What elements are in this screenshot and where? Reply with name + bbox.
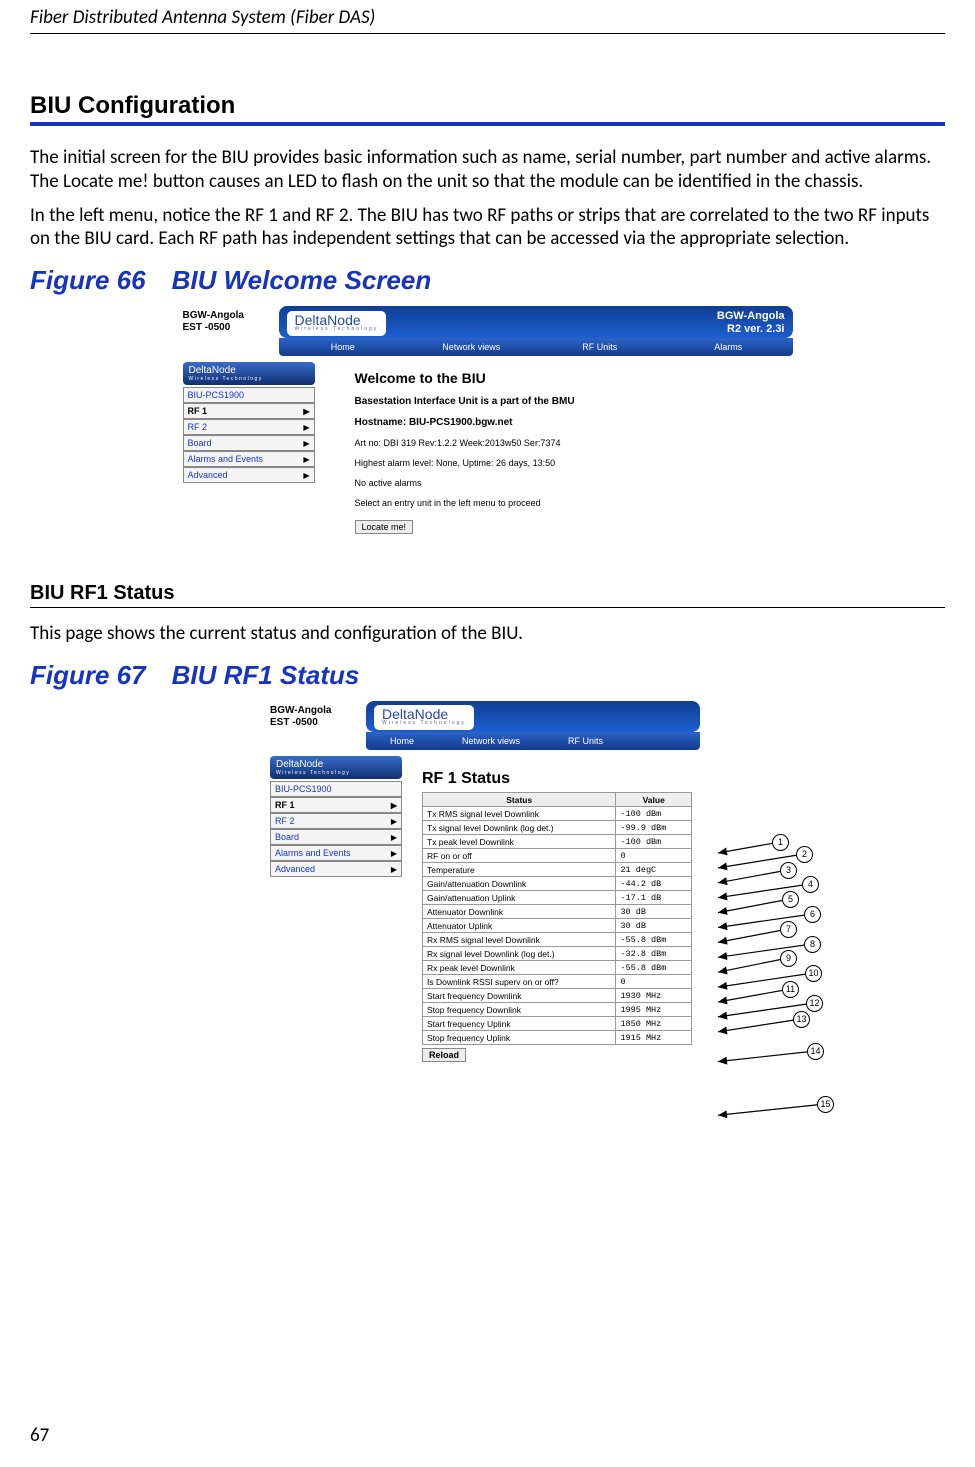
callout-number: 7 xyxy=(780,921,797,938)
callout-number: 13 xyxy=(793,1011,810,1028)
table-row: Tx signal level Downlink (log det.)-99.9… xyxy=(423,821,692,835)
sidemenu-item[interactable]: Board▶ xyxy=(270,829,402,845)
figure-caption: Figure 66 BIU Welcome Screen xyxy=(30,265,945,296)
table-row: Is Downlink RSSI superv on or off?0 xyxy=(423,975,692,989)
table-row: RF on or off0 xyxy=(423,849,692,863)
reload-button[interactable]: Reload xyxy=(422,1048,466,1062)
table-row: Attenuator Downlink30 dB xyxy=(423,905,692,919)
sidemenu-item[interactable]: RF 2▶ xyxy=(270,813,402,829)
figure-title: BIU Welcome Screen xyxy=(172,265,432,295)
hostname-line: Hostname: BIU-PCS1900.bgw.net xyxy=(355,417,787,428)
callout-number: 9 xyxy=(780,950,797,967)
artno-line: Art no: DBI 319 Rev:1.2.2 Week:2013w50 S… xyxy=(355,438,787,448)
nav-bar: HomeNetwork viewsRF UnitsAlarms xyxy=(279,338,793,356)
callout-number: 4 xyxy=(802,876,819,893)
table-row: Rx peak level Downlink-55.8 dBm xyxy=(423,961,692,975)
sidemenu-header[interactable]: BIU-PCS1900 xyxy=(270,781,402,797)
nav-bar: HomeNetwork viewsRF Units xyxy=(366,732,700,750)
sidemenu-logo: DeltaNodeWireless Technology xyxy=(270,756,402,779)
figure-66: BGW-Angola EST -0500 DeltaNodeWireless T… xyxy=(183,306,793,534)
figure-number: Figure 66 xyxy=(30,265,146,295)
callout-number: 5 xyxy=(782,891,799,908)
nav-item[interactable]: RF Units xyxy=(544,736,627,746)
sidemenu-item[interactable]: Advanced▶ xyxy=(183,467,315,483)
nav-item[interactable]: RF Units xyxy=(536,342,665,352)
running-header: Fiber Distributed Antenna System (Fiber … xyxy=(30,0,945,34)
page-number: 67 xyxy=(30,1424,49,1447)
banner-info: BGW-AngolaR2 ver. 2.3i xyxy=(717,310,785,336)
body-paragraph: The initial screen for the BIU provides … xyxy=(30,146,945,194)
callout-number: 8 xyxy=(804,936,821,953)
table-row: Start frequency Uplink1850 MHz xyxy=(423,1017,692,1031)
callout-number: 14 xyxy=(807,1043,824,1060)
select-line: Select an entry unit in the left menu to… xyxy=(355,498,787,508)
deltanode-logo: DeltaNodeWireless Technology xyxy=(374,705,474,730)
noalarm-line: No active alarms xyxy=(355,478,787,488)
callout-number: 11 xyxy=(782,981,799,998)
section-heading: BIU Configuration xyxy=(30,92,945,120)
main-panel: RF 1 Status StatusValue Tx RMS signal le… xyxy=(402,756,700,1062)
nav-item[interactable]: Alarms xyxy=(664,342,793,352)
figure-number: Figure 67 xyxy=(30,660,146,690)
main-panel: Welcome to the BIU Basestation Interface… xyxy=(315,362,793,534)
callout-number: 3 xyxy=(780,862,797,879)
table-row: Rx RMS signal level Downlink-55.8 dBm xyxy=(423,933,692,947)
section-rule xyxy=(30,122,945,126)
table-row: Temperature21 degC xyxy=(423,863,692,877)
sidemenu-logo: DeltaNodeWireless Technology xyxy=(183,362,315,385)
sidemenu-item[interactable]: Alarms and Events▶ xyxy=(270,845,402,861)
table-row: Rx signal level Downlink (log det.)-32.8… xyxy=(423,947,692,961)
table-row: Stop frequency Downlink1995 MHz xyxy=(423,1003,692,1017)
body-paragraph: This page shows the current status and c… xyxy=(30,622,945,646)
nav-item[interactable]: Home xyxy=(279,342,408,352)
app-banner: DeltaNodeWireless Technology xyxy=(366,701,700,732)
table-row: Start frequency Downlink1930 MHz xyxy=(423,989,692,1003)
rf1-status-table: StatusValue Tx RMS signal level Downlink… xyxy=(422,792,692,1045)
table-row: Gain/attenuation Uplink-17.1 dB xyxy=(423,891,692,905)
col-value: Value xyxy=(616,793,692,807)
table-row: Gain/attenuation Downlink-44.2 dB xyxy=(423,877,692,891)
callout-number: 1 xyxy=(772,834,789,851)
sidemenu-item[interactable]: Advanced▶ xyxy=(270,861,402,877)
body-paragraph: In the left menu, notice the RF 1 and RF… xyxy=(30,204,945,252)
app-banner: DeltaNodeWireless Technology BGW-AngolaR… xyxy=(279,306,793,338)
side-menu: DeltaNodeWireless Technology BIU-PCS1900… xyxy=(183,362,315,534)
doc-title: Fiber Distributed Antenna System (Fiber … xyxy=(30,6,375,29)
callout-number: 6 xyxy=(804,906,821,923)
table-row: Tx RMS signal level Downlink-100 dBm xyxy=(423,807,692,821)
sidemenu-item[interactable]: RF 1▶ xyxy=(183,403,315,419)
table-row: Attenuator Uplink30 dB xyxy=(423,919,692,933)
sidemenu-header[interactable]: BIU-PCS1900 xyxy=(183,387,315,403)
host-label: BGW-Angola EST -0500 xyxy=(270,701,366,732)
welcome-subtitle: Basestation Interface Unit is a part of … xyxy=(355,396,787,407)
welcome-title: Welcome to the BIU xyxy=(355,370,787,386)
rf1-status-title: RF 1 Status xyxy=(422,770,694,788)
sidemenu-item[interactable]: Alarms and Events▶ xyxy=(183,451,315,467)
host-label: BGW-Angola EST -0500 xyxy=(183,306,279,338)
sidemenu-item[interactable]: RF 2▶ xyxy=(183,419,315,435)
callout-number: 15 xyxy=(817,1096,834,1113)
subsection-heading: BIU RF1 Status xyxy=(30,582,945,608)
deltanode-logo: DeltaNodeWireless Technology xyxy=(287,311,387,336)
nav-item[interactable]: Home xyxy=(366,736,438,746)
callout-number: 12 xyxy=(806,995,823,1012)
figure-67: BGW-Angola EST -0500 DeltaNodeWireless T… xyxy=(270,701,950,1062)
callout-number: 2 xyxy=(796,846,813,863)
side-menu: DeltaNodeWireless Technology BIU-PCS1900… xyxy=(270,756,402,1062)
callout-number: 10 xyxy=(805,965,822,982)
nav-item[interactable]: Network views xyxy=(438,736,544,746)
locate-me-button[interactable]: Locate me! xyxy=(355,520,414,534)
col-status: Status xyxy=(423,793,616,807)
figure-caption: Figure 67 BIU RF1 Status xyxy=(30,660,945,691)
table-row: Tx peak level Downlink-100 dBm xyxy=(423,835,692,849)
alarm-line: Highest alarm level: None, Uptime: 26 da… xyxy=(355,458,787,468)
sidemenu-item[interactable]: RF 1▶ xyxy=(270,797,402,813)
sidemenu-item[interactable]: Board▶ xyxy=(183,435,315,451)
table-row: Stop frequency Uplink1915 MHz xyxy=(423,1031,692,1045)
figure-title: BIU RF1 Status xyxy=(172,660,360,690)
nav-item[interactable]: Network views xyxy=(407,342,536,352)
